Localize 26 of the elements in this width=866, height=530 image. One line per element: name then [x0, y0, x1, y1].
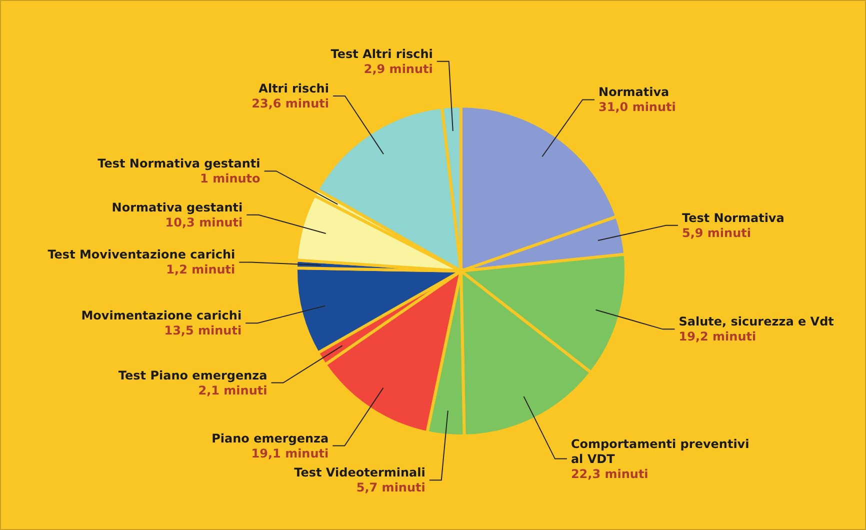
slice-label: Test Altri rischi — [330, 46, 433, 61]
data-label: 19,1 minuti — [251, 446, 329, 460]
slice-label: Altri rischi — [258, 81, 329, 96]
data-label: 1 minuto — [200, 172, 260, 186]
data-label: 1,2 minuti — [166, 262, 236, 277]
data-label: 2,1 minuti — [198, 383, 268, 398]
slice-label: Comportamenti preventivi al VDT — [570, 436, 750, 466]
slice-label: Normativa gestanti — [112, 200, 243, 214]
data-label: 5,7 minuti — [356, 480, 426, 495]
slice-label: Test Normativa — [682, 210, 784, 225]
data-label: 22,3 minuti — [570, 466, 648, 481]
slice-label: Test Normativa gestanti — [98, 156, 260, 171]
data-label: 5,9 minuti — [682, 226, 751, 240]
data-label: 2,9 minuti — [364, 62, 433, 76]
data-label: 23,6 minuti — [252, 96, 329, 110]
slice-label: Test Piano emergenza — [118, 368, 268, 382]
slice-label: Normativa — [598, 85, 670, 100]
data-label: 31,0 minuti — [598, 100, 676, 114]
slice-label: Movimentazione carichi — [81, 308, 242, 323]
data-label: 19,2 minuti — [678, 330, 756, 344]
data-label: 13,5 minuti — [164, 324, 242, 338]
slice-label: Piano emergenza — [212, 431, 329, 446]
slice-label: Test Moviventazione carichi — [48, 248, 236, 262]
slice-label: Test Videoterminali — [294, 466, 426, 480]
slice-label: Salute, sicurezza e Vdt — [678, 314, 834, 329]
data-label: 10,3 minuti — [165, 215, 243, 230]
